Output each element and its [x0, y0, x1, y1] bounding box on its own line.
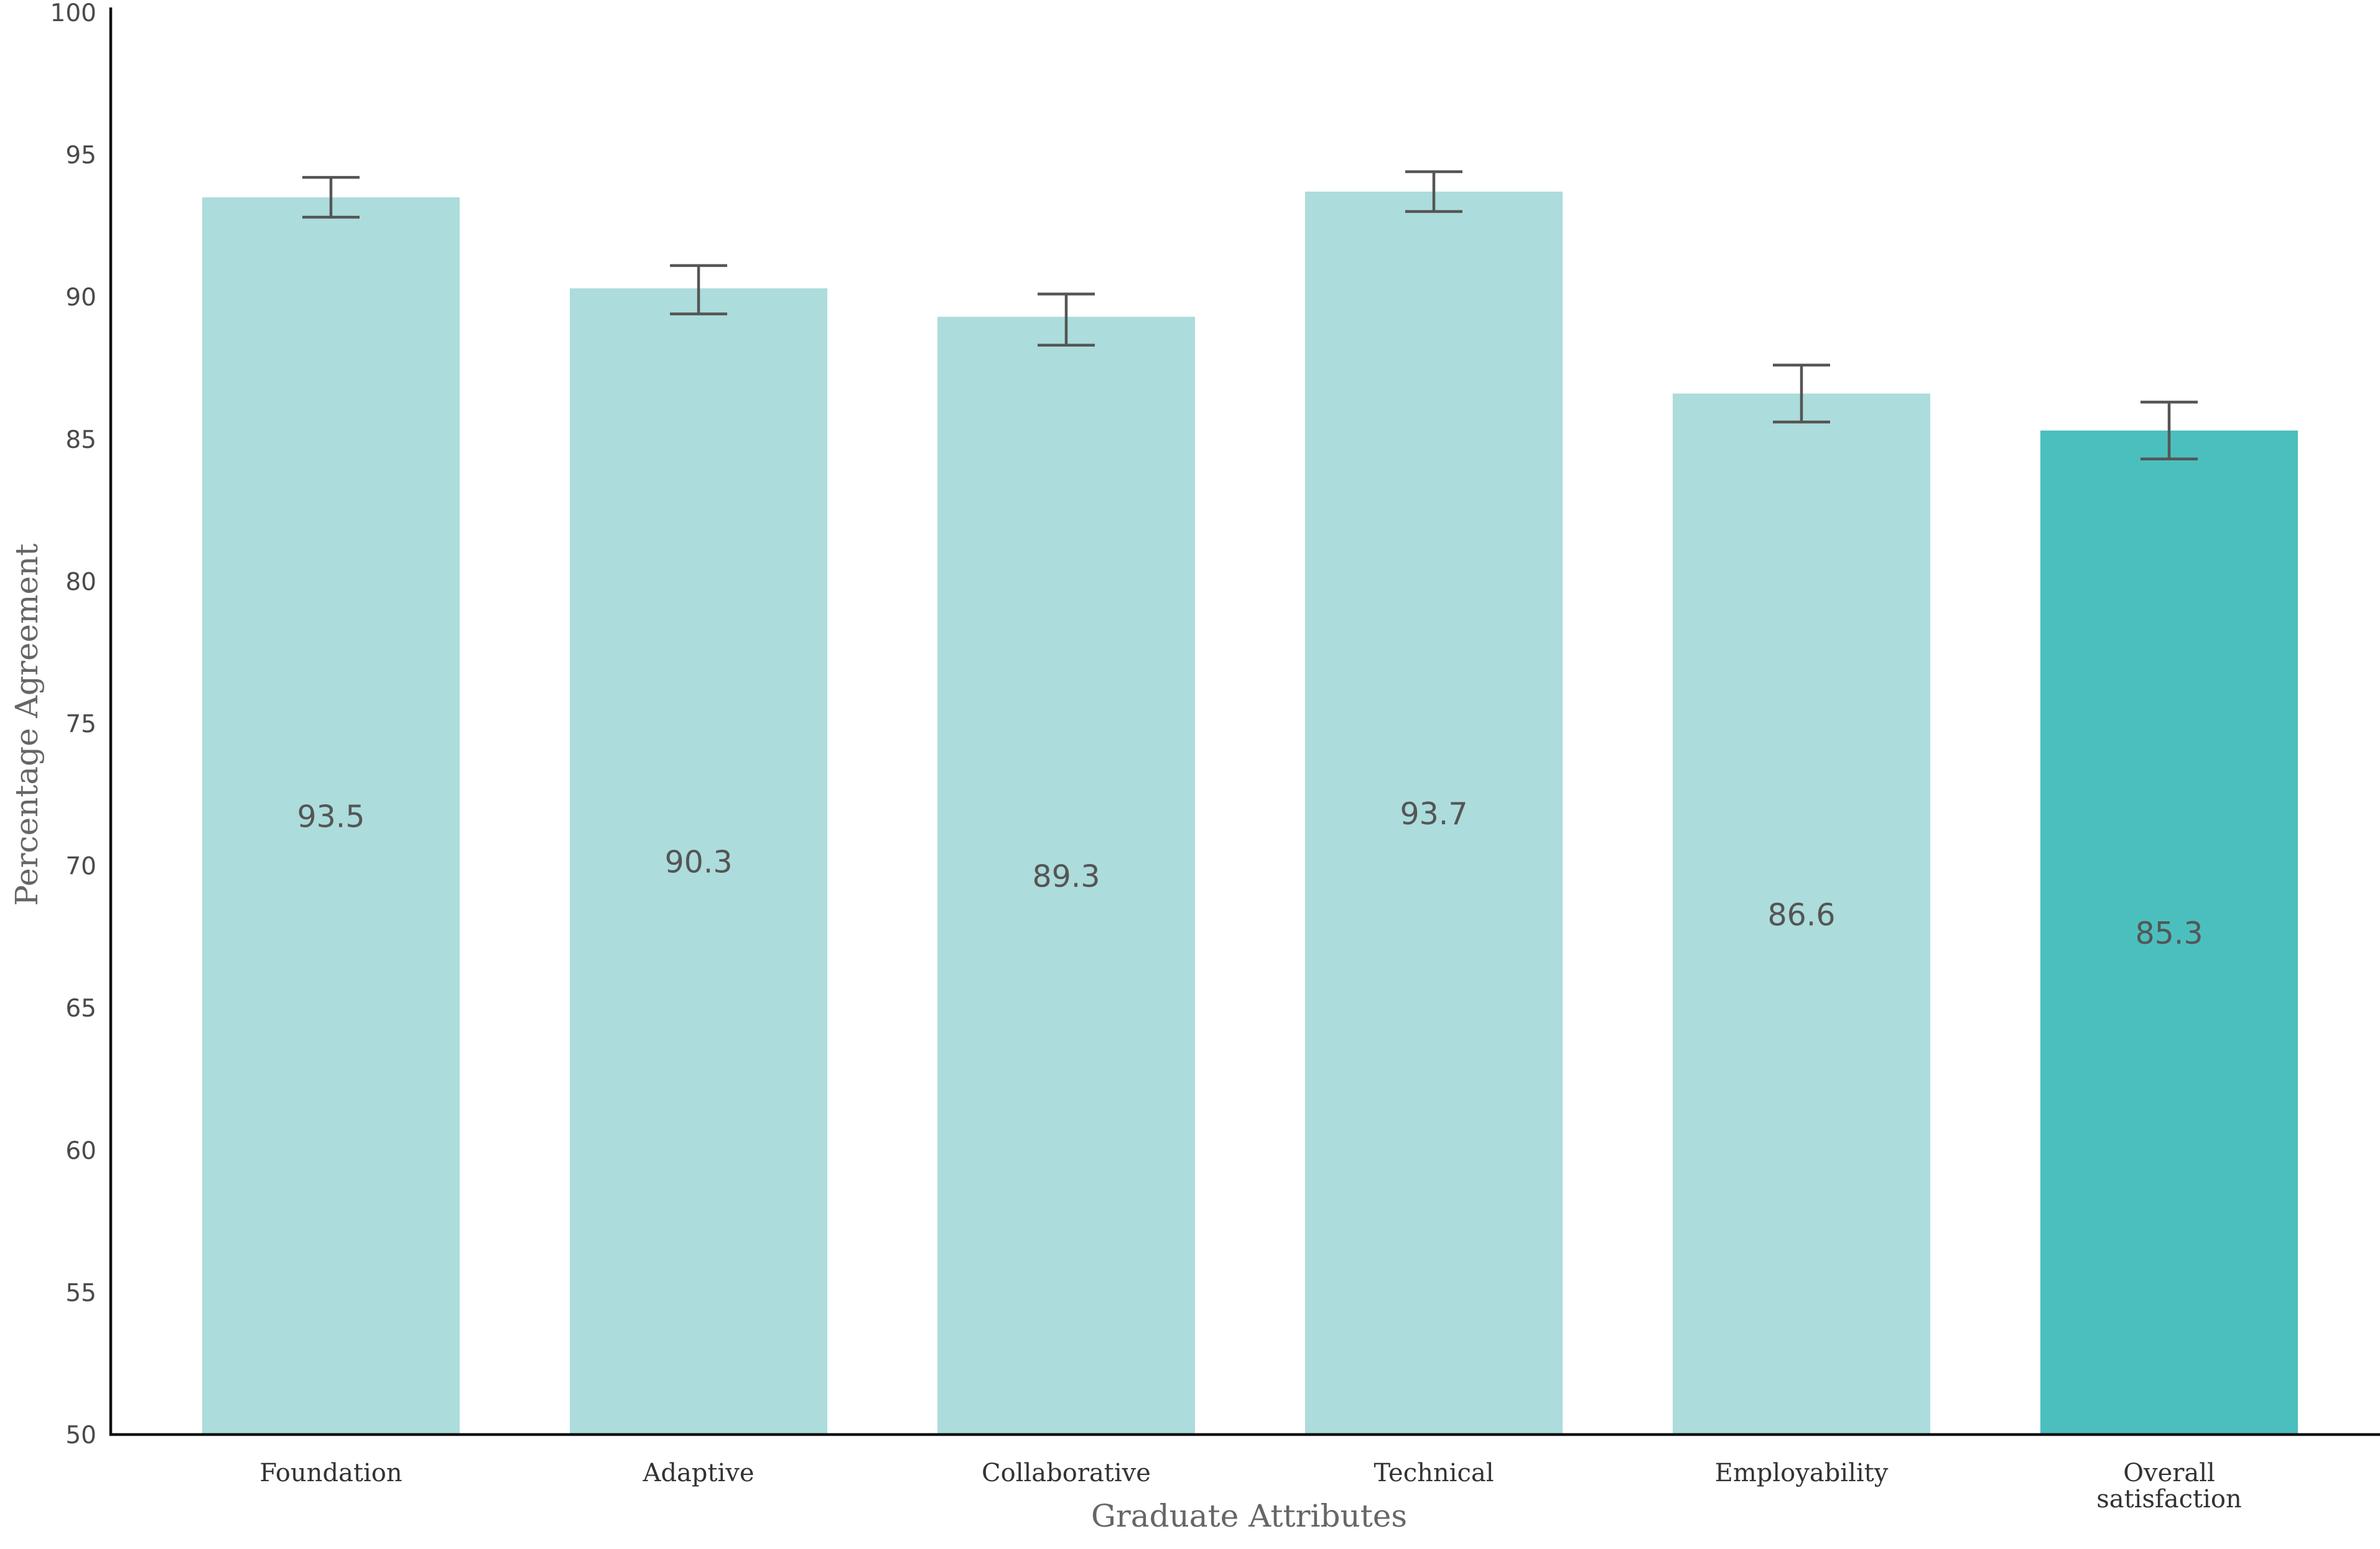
bars-layer [202, 192, 2298, 1435]
y-tick-label: 95 [65, 142, 96, 170]
y-tick-label: 80 [65, 568, 96, 596]
data-label: 90.3 [664, 845, 732, 880]
data-label: 86.6 [1767, 897, 1835, 933]
x-tick-label: Overall [2123, 1459, 2215, 1487]
y-axis-title: Percentage Agreement [9, 544, 45, 906]
bar [1305, 192, 1563, 1435]
x-category-labels: Foundation Adaptive Collaborative Technical… [259, 1459, 2241, 1514]
x-tick-label: Technical [1374, 1459, 1494, 1487]
bar [937, 317, 1195, 1435]
bar [1673, 393, 1930, 1435]
bar [2040, 430, 2298, 1435]
y-tick-label: 55 [65, 1279, 96, 1307]
x-tick-label: Adaptive [642, 1459, 754, 1487]
data-label: 85.3 [2135, 916, 2203, 951]
y-tick-label: 75 [65, 710, 96, 738]
y-tick-label: 90 [65, 284, 96, 312]
x-tick-label: Collaborative [982, 1459, 1151, 1487]
y-tick-label: 100 [50, 0, 96, 27]
bar [570, 288, 827, 1435]
y-tick-label: 85 [65, 426, 96, 454]
bar [202, 197, 460, 1435]
x-tick-label: Employability [1715, 1459, 1889, 1487]
data-labels-layer: 93.5 90.3 89.3 93.7 86.6 85.3 [297, 796, 2203, 951]
x-axis-title: Graduate Attributes [1091, 1498, 1407, 1534]
data-label: 93.7 [1400, 796, 1467, 832]
y-tick-label: 65 [65, 995, 96, 1023]
y-tick-label: 50 [65, 1421, 96, 1449]
data-label: 89.3 [1032, 859, 1100, 895]
x-tick-label: satisfaction [2096, 1485, 2242, 1514]
error-bars-layer [302, 170, 2198, 461]
y-tick-label: 70 [65, 853, 96, 881]
y-tick-labels: 50 55 60 65 70 75 80 85 90 95 100 [50, 0, 96, 1449]
x-tick-label: Foundation [259, 1459, 402, 1487]
data-label: 93.5 [297, 799, 365, 835]
y-tick-label: 60 [65, 1137, 96, 1165]
